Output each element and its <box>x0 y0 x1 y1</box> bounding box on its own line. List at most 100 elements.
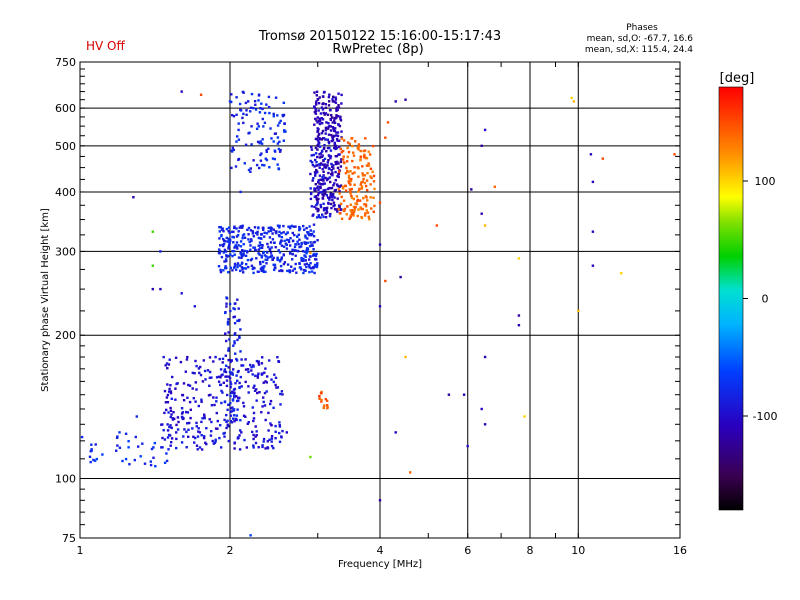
data-point <box>310 192 313 195</box>
data-point <box>195 421 198 425</box>
data-point <box>362 149 365 153</box>
data-point <box>341 158 345 161</box>
data-point <box>244 415 247 418</box>
data-point <box>262 125 265 128</box>
data-point <box>176 382 179 385</box>
data-point <box>319 162 323 165</box>
data-point <box>233 315 236 318</box>
data-point <box>245 263 248 266</box>
data-point <box>345 160 349 163</box>
data-point <box>241 249 244 252</box>
data-point <box>352 212 355 215</box>
data-point <box>338 145 341 148</box>
data-point <box>225 302 228 305</box>
data-point <box>249 363 252 367</box>
data-point <box>321 197 325 200</box>
data-point <box>294 262 297 266</box>
x-tick-label: 16 <box>673 544 687 557</box>
data-point <box>298 245 301 249</box>
data-point <box>346 205 349 208</box>
data-point <box>298 228 301 232</box>
data-point <box>219 376 222 379</box>
data-point <box>296 240 299 243</box>
data-point <box>234 302 237 305</box>
data-point <box>259 153 262 157</box>
data-point <box>235 357 238 361</box>
data-point <box>229 360 232 364</box>
data-point <box>263 265 266 268</box>
data-point <box>218 230 221 233</box>
y-tick-label: 400 <box>55 186 76 199</box>
data-point <box>350 209 354 212</box>
data-point <box>216 419 219 423</box>
data-point <box>303 254 306 257</box>
data-point <box>246 228 249 231</box>
data-point <box>326 164 329 167</box>
data-point <box>321 118 325 121</box>
data-point <box>313 265 317 268</box>
data-point <box>295 271 298 274</box>
data-point <box>367 215 370 218</box>
data-point <box>335 154 339 158</box>
data-point <box>517 257 521 260</box>
data-point <box>270 435 274 438</box>
data-point <box>315 168 318 172</box>
data-point <box>350 196 354 199</box>
data-point <box>238 336 241 339</box>
data-point <box>233 387 237 391</box>
data-point <box>322 192 326 196</box>
data-point <box>232 241 235 244</box>
data-point <box>187 383 190 387</box>
data-point <box>212 442 215 445</box>
data-point <box>318 122 322 126</box>
data-point <box>259 260 262 264</box>
data-point <box>278 150 282 153</box>
data-point <box>231 250 234 253</box>
data-point <box>356 214 359 218</box>
data-point <box>309 455 312 459</box>
data-point <box>347 176 351 180</box>
data-point <box>266 446 269 449</box>
data-point <box>240 364 243 367</box>
data-point <box>233 340 236 343</box>
data-point <box>360 181 363 184</box>
data-point <box>372 174 376 178</box>
data-point <box>360 187 364 190</box>
data-point <box>278 235 281 238</box>
data-point <box>315 161 318 164</box>
data-point <box>316 144 319 147</box>
data-point <box>260 411 263 414</box>
data-point <box>257 252 260 255</box>
data-point <box>300 259 303 262</box>
data-point <box>324 176 327 180</box>
data-point <box>279 392 282 396</box>
data-point <box>202 436 206 440</box>
data-point <box>223 240 226 243</box>
data-point <box>256 122 259 125</box>
data-point <box>309 262 312 265</box>
data-point <box>315 90 319 93</box>
data-point <box>124 457 128 461</box>
data-point <box>256 230 259 234</box>
data-point <box>249 248 252 251</box>
data-point <box>336 184 339 188</box>
data-point <box>324 112 328 115</box>
data-point <box>246 251 249 254</box>
data-point <box>363 156 366 159</box>
data-point <box>329 155 333 158</box>
data-point <box>287 239 290 242</box>
data-point <box>203 435 206 438</box>
data-point <box>233 333 236 336</box>
data-point <box>231 235 234 239</box>
data-point <box>235 374 238 377</box>
data-point <box>153 441 156 445</box>
data-point <box>226 408 229 411</box>
data-point <box>336 210 339 213</box>
data-point <box>280 435 283 438</box>
data-point <box>335 137 339 141</box>
data-point <box>317 102 321 105</box>
data-point <box>673 153 676 156</box>
data-point <box>132 196 135 199</box>
data-point <box>175 437 178 441</box>
data-point <box>309 241 312 244</box>
